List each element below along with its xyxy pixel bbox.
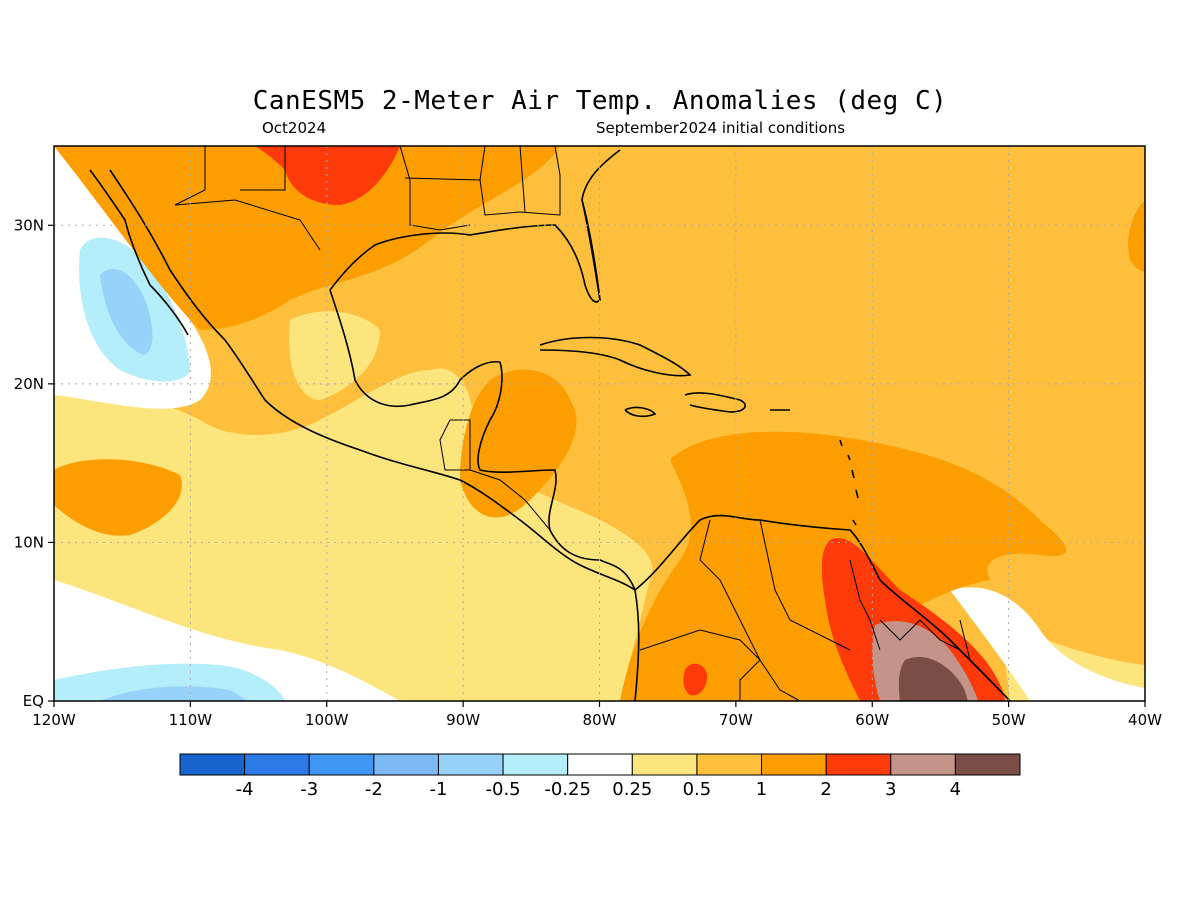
coastlines bbox=[89, 149, 1011, 701]
anomaly-map bbox=[54, 146, 1145, 701]
anomaly-fill-3to4-north bbox=[255, 146, 400, 205]
map-title: CanESM5 2-Meter Air Temp. Anomalies (deg… bbox=[252, 86, 948, 116]
colorbar-swatch bbox=[437, 753, 504, 776]
anomaly-fill-neg-0.5-west bbox=[100, 269, 153, 355]
anomaly-fill-2to3-east bbox=[1128, 200, 1145, 272]
colorbar-swatch bbox=[954, 753, 1021, 776]
colorbar-swatch bbox=[244, 753, 310, 776]
anomaly-fill-2to3-pacific bbox=[54, 459, 182, 536]
colorbar-swatch bbox=[890, 753, 956, 776]
anomaly-fill-0.5to1 bbox=[54, 368, 653, 701]
colorbar-label: 3 bbox=[885, 779, 896, 800]
colorbar-swatch bbox=[308, 753, 375, 776]
colorbar-label: 1 bbox=[756, 779, 767, 800]
colorbar-label: 0.25 bbox=[612, 779, 652, 800]
graticule bbox=[54, 146, 1145, 701]
lat-tick-label: EQ bbox=[23, 692, 44, 710]
lon-tick-label: 80W bbox=[583, 711, 617, 729]
colorbar-label: -1 bbox=[429, 779, 447, 800]
lat-tick-label: 10N bbox=[14, 533, 44, 551]
lon-tick-label: 100W bbox=[305, 711, 349, 729]
colorbar-swatch bbox=[761, 753, 827, 776]
colorbar-swatch bbox=[696, 753, 763, 776]
lat-tick-label: 20N bbox=[14, 375, 44, 393]
lon-tick-label: 60W bbox=[855, 711, 889, 729]
lat-tick-label: 30N bbox=[14, 216, 44, 234]
lon-tick-label: 120W bbox=[32, 711, 76, 729]
colorbar-swatch bbox=[825, 753, 892, 776]
initial-conditions: September2024 initial conditions bbox=[596, 119, 846, 137]
colorbar-label: -4 bbox=[236, 779, 254, 800]
anomaly-fill-max bbox=[898, 656, 968, 701]
colorbar-label: 0.5 bbox=[683, 779, 712, 800]
colorbar-swatch bbox=[179, 753, 246, 776]
lon-tick-label: 70W bbox=[719, 711, 753, 729]
colorbar-label: -0.5 bbox=[486, 779, 521, 800]
borders bbox=[174, 146, 991, 701]
colorbar: -4 -3 -2 -1 -0.5 -0.25 0.25 0.5 1 2 3 4 bbox=[179, 753, 1021, 800]
colorbar-swatch bbox=[502, 753, 569, 776]
anomaly-fill-near-zero-east bbox=[950, 587, 1145, 701]
lon-tick-label: 50W bbox=[992, 711, 1026, 729]
colorbar-swatch bbox=[631, 753, 698, 776]
colorbar-label: -3 bbox=[300, 779, 318, 800]
lon-axis: 120W 110W 100W 90W 80W 70W 60W 50W 40W bbox=[32, 701, 1162, 729]
forecast-month: Oct2024 bbox=[262, 119, 327, 137]
lat-axis: 30N 20N 10N EQ bbox=[14, 216, 54, 710]
colorbar-swatch bbox=[373, 753, 439, 776]
lon-tick-label: 110W bbox=[169, 711, 213, 729]
anomaly-fill-3to4-guianas bbox=[821, 538, 1005, 701]
anomaly-fill-2to3-yucatan bbox=[460, 369, 577, 518]
lon-tick-label: 40W bbox=[1128, 711, 1162, 729]
anomaly-fill-3to4-colombia bbox=[683, 663, 708, 696]
colorbar-label: 4 bbox=[950, 779, 961, 800]
lon-tick-label: 90W bbox=[446, 711, 480, 729]
colorbar-swatch bbox=[567, 753, 633, 776]
colorbar-label: -2 bbox=[365, 779, 383, 800]
colorbar-label: -0.25 bbox=[544, 779, 591, 800]
colorbar-label: 2 bbox=[820, 779, 831, 800]
anomaly-fill-0.5to1-gulf bbox=[289, 311, 380, 400]
anomaly-fill-neg-0.5-south bbox=[100, 686, 246, 701]
